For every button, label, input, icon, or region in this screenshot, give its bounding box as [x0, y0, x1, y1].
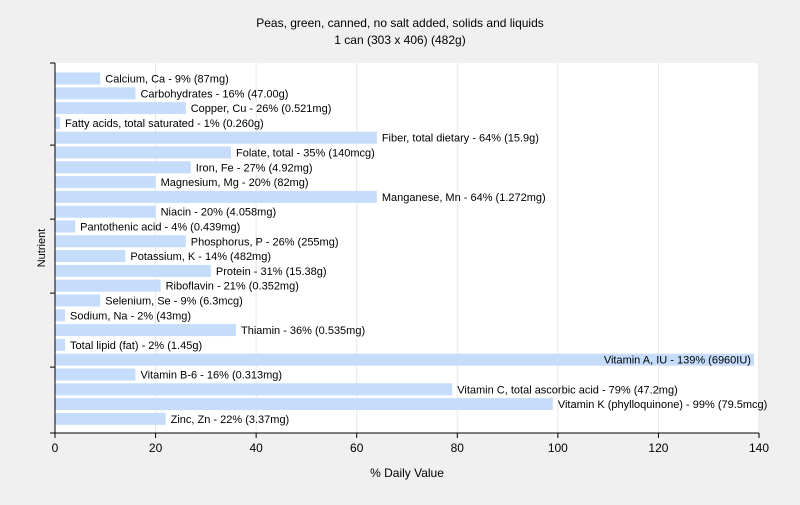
bar: [55, 368, 136, 381]
bar-label: Fatty acids, total saturated - 1% (0.260…: [65, 118, 264, 130]
bar-label: Manganese, Mn - 64% (1.272mg): [382, 192, 546, 204]
chart-subtitle: 1 can (303 x 406) (482g): [334, 33, 465, 47]
bars: [55, 72, 754, 425]
bar-label: Folate, total - 35% (140mcg): [236, 148, 375, 160]
bar: [55, 205, 156, 218]
bar-label: Niacin - 20% (4.058mg): [161, 207, 277, 219]
x-axis-ticks: 0 20 40 60 80 100 120 140: [52, 433, 769, 455]
bar: [55, 161, 191, 174]
bar: [55, 131, 377, 144]
bar: [55, 102, 186, 115]
bar: [55, 250, 126, 263]
bar-label: Protein - 31% (15.38g): [216, 266, 327, 278]
bar-label: Carbohydrates - 16% (47.00g): [140, 88, 288, 100]
x-axis-label: % Daily Value: [370, 466, 444, 480]
bar: [55, 116, 61, 129]
bar-label: Thiamin - 36% (0.535mg): [241, 325, 365, 337]
x-tick-label: 20: [149, 441, 163, 455]
x-tick-label: 40: [249, 441, 263, 455]
bar-label: Copper, Cu - 26% (0.521mg): [191, 103, 332, 115]
bar: [55, 294, 101, 307]
bar: [55, 146, 231, 159]
bar: [55, 264, 211, 277]
bar-label: Pantothenic acid - 4% (0.439mg): [80, 222, 240, 234]
bar-label: Magnesium, Mg - 20% (82mg): [161, 177, 309, 189]
bar-label: Total lipid (fat) - 2% (1.45g): [70, 340, 202, 352]
bar-label: Sodium, Na - 2% (43mg): [70, 310, 191, 322]
x-tick-label: 0: [52, 441, 59, 455]
bar: [55, 309, 66, 322]
plot-area: [55, 63, 759, 433]
bar: [55, 72, 101, 85]
bar: [55, 412, 166, 425]
bar: [55, 235, 186, 248]
bar: [55, 87, 136, 100]
bar-label: Fiber, total dietary - 64% (15.9g): [382, 133, 539, 145]
x-tick-label: 60: [350, 441, 364, 455]
bar-label: Riboflavin - 21% (0.352mg): [166, 281, 299, 293]
y-axis-ticks: [50, 62, 55, 434]
bar-label: Vitamin K (phylloquinone) - 99% (79.5mcg…: [558, 399, 768, 411]
grid-lines: [155, 63, 760, 433]
bar: [55, 279, 161, 292]
axes: [54, 63, 759, 434]
chart-title: Peas, green, canned, no salt added, soli…: [256, 16, 544, 30]
bar-label: Potassium, K - 14% (482mg): [130, 251, 271, 263]
x-tick-label: 80: [451, 441, 465, 455]
bar-label: Vitamin A, IU - 139% (6960IU): [604, 355, 751, 367]
x-tick-label: 120: [648, 441, 668, 455]
bar: [55, 176, 156, 189]
bar-label: Selenium, Se - 9% (6.3mcg): [105, 296, 243, 308]
bar-label: Calcium, Ca - 9% (87mg): [105, 74, 228, 86]
y-axis-label: Nutrient: [36, 229, 48, 268]
bar-label: Iron, Fe - 27% (4.92mg): [196, 162, 313, 174]
bar: [55, 220, 76, 233]
bar: [55, 324, 237, 337]
bar-label: Vitamin C, total ascorbic acid - 79% (47…: [457, 384, 678, 396]
bar-label: Zinc, Zn - 22% (3.37mg): [171, 414, 290, 426]
bar: [55, 353, 754, 366]
bar-labels: Calcium, Ca - 9% (87mg) Carbohydrates - 1…: [65, 74, 767, 426]
x-tick-label: 100: [548, 441, 568, 455]
x-tick-label: 140: [749, 441, 769, 455]
bar: [55, 338, 66, 351]
bar: [55, 398, 553, 411]
bar-label: Vitamin B-6 - 16% (0.313mg): [140, 370, 282, 382]
bar: [55, 190, 377, 203]
bar-label: Phosphorus, P - 26% (255mg): [191, 236, 339, 248]
bar: [55, 383, 453, 396]
